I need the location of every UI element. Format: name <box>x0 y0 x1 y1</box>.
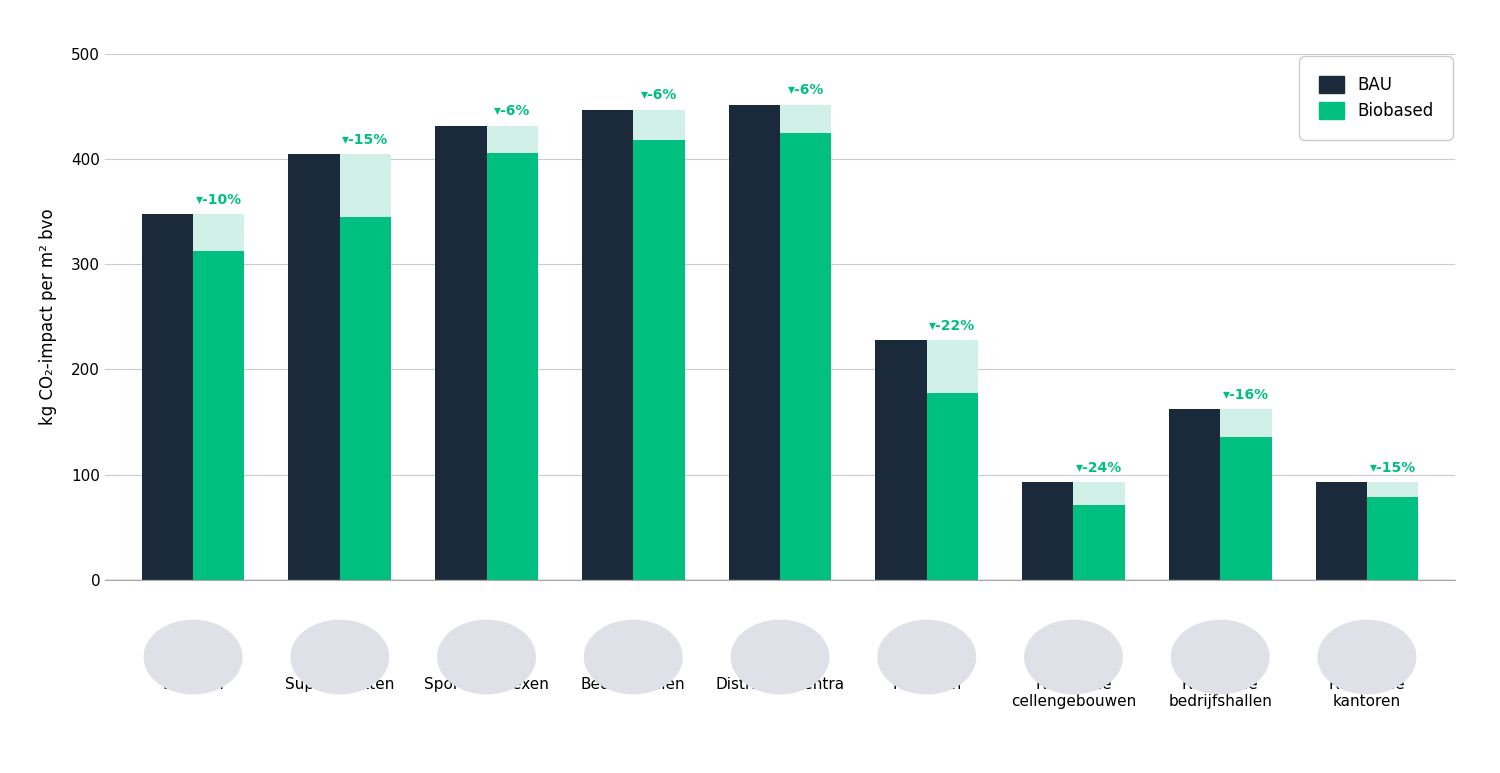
Bar <box>1074 505 1125 580</box>
Y-axis label: kg CO₂-impact per m² bvo: kg CO₂-impact per m² bvo <box>39 209 57 425</box>
Bar <box>1168 410 1219 580</box>
Bar <box>1220 437 1272 580</box>
Text: ▾-15%: ▾-15% <box>1370 461 1416 475</box>
Bar <box>1074 482 1125 505</box>
Bar <box>194 214 244 250</box>
Bar <box>1220 410 1272 437</box>
Legend: BAU, Biobased: BAU, Biobased <box>1305 63 1446 134</box>
Bar <box>486 125 538 153</box>
Bar <box>194 250 244 580</box>
Text: ▾-6%: ▾-6% <box>640 88 676 103</box>
Bar <box>780 104 831 133</box>
Text: ▾-24%: ▾-24% <box>1076 461 1122 475</box>
Bar <box>582 110 633 580</box>
Text: ▾-10%: ▾-10% <box>195 192 242 206</box>
Bar <box>729 104 780 580</box>
Bar <box>288 154 340 580</box>
Bar <box>633 141 684 580</box>
Bar <box>1366 497 1419 580</box>
Text: ▾-15%: ▾-15% <box>342 133 388 147</box>
Bar <box>927 340 978 393</box>
Bar <box>876 340 927 580</box>
Bar <box>633 110 684 141</box>
Text: ▾-22%: ▾-22% <box>930 318 975 332</box>
Bar <box>780 133 831 580</box>
Bar <box>486 153 538 580</box>
Bar <box>340 154 392 217</box>
Bar <box>1022 482 1074 580</box>
Bar <box>435 125 486 580</box>
Bar <box>340 217 392 580</box>
Text: ▾-6%: ▾-6% <box>494 104 531 118</box>
Bar <box>927 393 978 580</box>
Bar <box>1366 482 1419 497</box>
Text: ▾-6%: ▾-6% <box>788 83 824 97</box>
Bar <box>1316 482 1366 580</box>
Bar <box>141 214 194 580</box>
Text: ▾-16%: ▾-16% <box>1222 388 1269 402</box>
